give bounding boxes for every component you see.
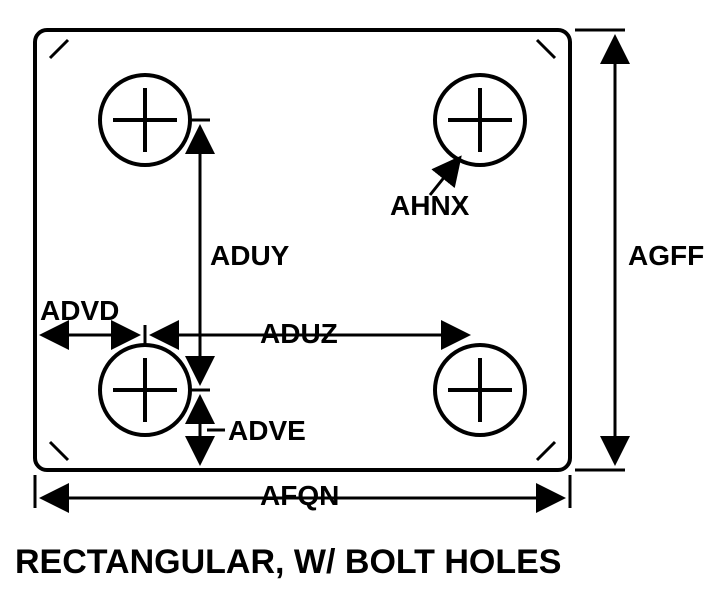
plate-outline	[35, 30, 570, 470]
label-aduz: ADUZ	[260, 318, 338, 350]
corner-tick-tr	[537, 40, 555, 58]
label-afqn: AFQN	[260, 480, 339, 512]
label-aduy: ADUY	[210, 240, 289, 272]
label-ahnx: AHNX	[390, 190, 469, 222]
corner-tick-br	[537, 442, 555, 460]
label-agff: AGFF	[628, 240, 704, 272]
diagram-title: RECTANGULAR, W/ BOLT HOLES	[15, 543, 561, 582]
label-adve: ADVE	[228, 415, 306, 447]
corner-tick-tl	[50, 40, 68, 58]
corner-tick-bl	[50, 442, 68, 460]
label-advd: ADVD	[40, 295, 119, 327]
technical-diagram: ADUY ADVD ADUZ ADVE AHNX AGFF AFQN RECTA…	[0, 0, 723, 597]
